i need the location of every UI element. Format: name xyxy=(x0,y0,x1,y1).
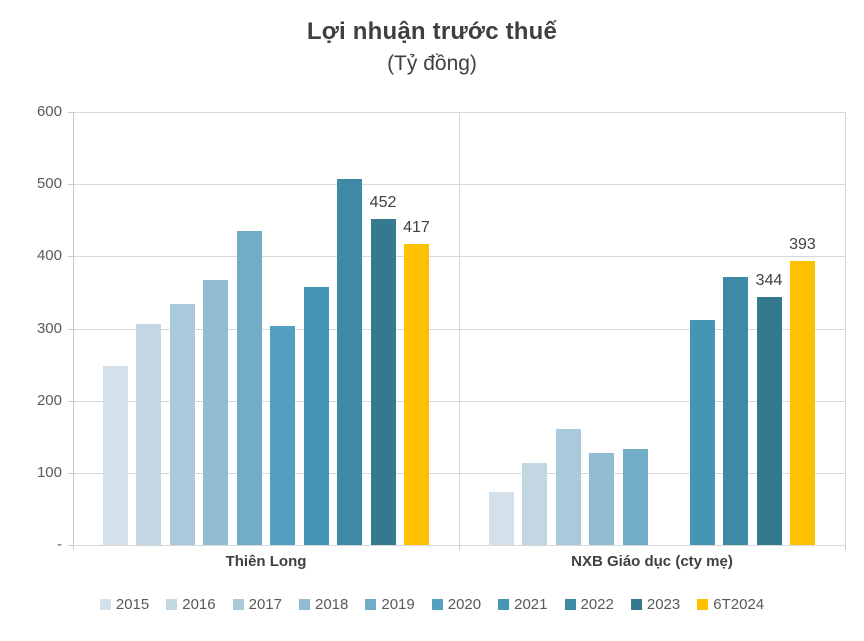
category-label-1: NXB Giáo dục (cty mẹ) xyxy=(571,553,733,570)
bar-NXB-Giáo-dục-(cty-mẹ)-2019 xyxy=(622,449,648,545)
y-axis-label: 600 xyxy=(36,103,62,120)
bar-NXB-Giáo-dục-(cty-mẹ)-6T2024 xyxy=(789,261,815,545)
bar-Thiên-Long-2018 xyxy=(203,280,229,545)
legend-label: 2018 xyxy=(315,596,349,613)
y-axis-tick xyxy=(68,472,73,474)
legend-marker-icon xyxy=(630,599,642,610)
legend-marker-icon xyxy=(564,599,576,610)
bar-Thiên-Long-2015 xyxy=(103,366,129,545)
bar-Thiên-Long-2016 xyxy=(136,324,162,545)
category-separator xyxy=(459,112,460,546)
bar-NXB-Giáo-dục-(cty-mẹ)-2017 xyxy=(555,428,581,545)
legend-item-2023: 2023 xyxy=(630,596,681,613)
bar-NXB-Giáo-dục-(cty-mẹ)-2023 xyxy=(756,296,782,545)
legend-marker-icon xyxy=(431,599,443,610)
legend-label: 2022 xyxy=(580,596,614,613)
legend-marker-icon xyxy=(498,599,510,610)
legend-label: 6T2024 xyxy=(713,596,765,613)
legend-marker-icon xyxy=(365,599,377,610)
legend-label: 2016 xyxy=(182,596,216,613)
legend-marker-icon xyxy=(697,599,709,610)
plot-right-border xyxy=(845,112,846,546)
y-axis-label: 500 xyxy=(36,175,62,193)
legend-item-2015: 2015 xyxy=(99,596,150,613)
legend-marker-icon xyxy=(166,599,178,610)
bar-value-label-2023: 344 xyxy=(755,271,783,289)
category-label-0: Thiên Long xyxy=(225,553,307,570)
legend-item-2018: 2018 xyxy=(299,596,348,613)
y-axis-tick xyxy=(68,545,73,546)
bar-Thiên-Long-6T2024 xyxy=(403,244,429,545)
bar-Thiên-Long-2023 xyxy=(370,218,396,545)
legend-item-2016: 2016 xyxy=(166,596,216,613)
bar-NXB-Giáo-dục-(cty-mẹ)-2018 xyxy=(589,452,615,545)
y-axis-line xyxy=(73,112,74,546)
chart-title: Lợi nhuận trước thuế xyxy=(306,18,558,45)
bar-NXB-Giáo-dục-(cty-mẹ)-2022 xyxy=(723,277,749,545)
y-axis-tick xyxy=(68,328,73,330)
legend-label: 2020 xyxy=(447,596,482,613)
chart-subtitle: (Tỷ đồng) xyxy=(387,52,477,75)
legend-label: 2021 xyxy=(514,596,548,613)
bar-NXB-Giáo-dục-(cty-mẹ)-2021 xyxy=(689,319,715,545)
bar-Thiên-Long-2022 xyxy=(337,179,363,545)
bar-value-label-2023: 452 xyxy=(369,193,397,211)
legend-label: 2017 xyxy=(248,596,282,613)
bar-Thiên-Long-2017 xyxy=(169,303,195,545)
y-axis-label: - xyxy=(57,536,62,553)
y-axis-tick xyxy=(68,256,73,258)
y-axis-tick xyxy=(68,184,73,186)
legend-item-2022: 2022 xyxy=(564,596,614,613)
legend-item-2019: 2019 xyxy=(365,596,415,613)
y-axis-tick xyxy=(68,112,73,113)
legend-label: 2019 xyxy=(381,596,415,613)
x-axis-boundary-tick xyxy=(845,545,846,550)
y-axis-label: 100 xyxy=(36,463,62,481)
y-axis-label: 300 xyxy=(36,319,62,337)
legend-marker-icon xyxy=(232,599,244,610)
y-axis-tick xyxy=(68,400,73,402)
bar-NXB-Giáo-dục-(cty-mẹ)-2015 xyxy=(489,491,515,545)
legend-label: 2023 xyxy=(646,596,681,613)
legend-item-6T2024: 6T2024 xyxy=(697,596,764,613)
bar-Thiên-Long-2021 xyxy=(303,286,329,545)
legend: 2015 2016 2017 2018 2019 2020 2021 2022 2023 6T20… xyxy=(0,596,864,613)
bar-NXB-Giáo-dục-(cty-mẹ)-2016 xyxy=(522,462,548,545)
bar-Thiên-Long-2019 xyxy=(236,231,262,545)
legend-marker-icon xyxy=(299,599,310,610)
legend-item-2021: 2021 xyxy=(498,596,548,613)
legend-item-2020: 2020 xyxy=(431,596,482,613)
y-axis-label: 200 xyxy=(36,391,62,409)
bar-Thiên-Long-2020 xyxy=(270,326,296,545)
legend-label: 2015 xyxy=(115,596,150,613)
bar-value-label-6T2024: 393 xyxy=(789,236,816,254)
legend-item-2017: 2017 xyxy=(232,596,282,613)
bar-value-label-6T2024: 417 xyxy=(403,219,430,237)
y-axis-label: 400 xyxy=(36,247,62,265)
x-axis-boundary-tick xyxy=(73,545,74,550)
legend-marker-icon xyxy=(99,599,111,610)
x-axis-boundary-tick xyxy=(459,545,460,550)
